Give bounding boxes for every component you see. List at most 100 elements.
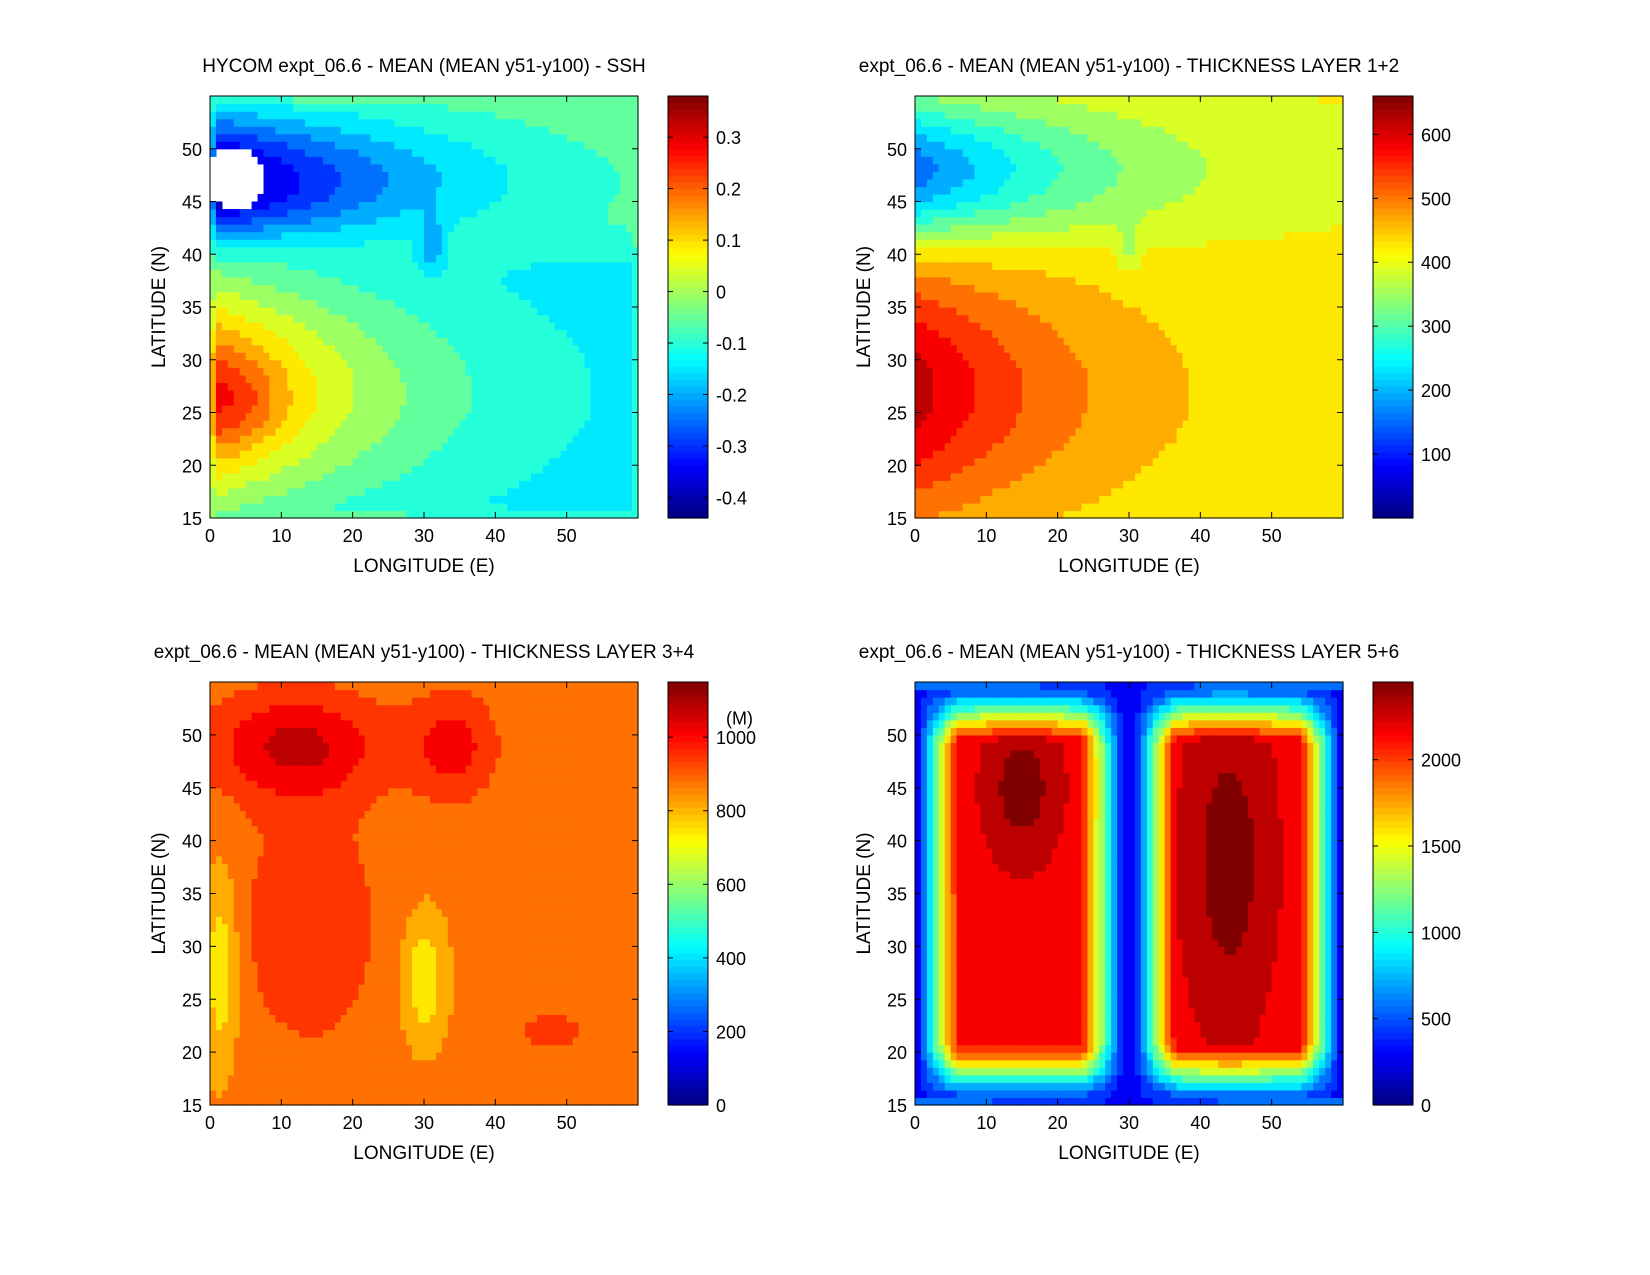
heatmap-cell <box>501 322 508 331</box>
heatmap-cell <box>429 96 437 105</box>
heatmap-cell <box>578 352 586 361</box>
heatmap-cell <box>281 246 288 255</box>
heatmap-cell <box>507 193 514 203</box>
heatmap-cell <box>1176 480 1184 489</box>
heatmap-cell <box>299 96 306 105</box>
heatmap-cell <box>992 420 999 429</box>
heatmap-cell <box>513 133 520 142</box>
heatmap-cell <box>215 465 223 474</box>
heatmap-cell <box>968 487 976 496</box>
heatmap-cell <box>441 465 449 474</box>
heatmap-cell <box>257 254 265 263</box>
heatmap-cell <box>412 111 419 120</box>
heatmap-cell <box>311 254 318 263</box>
heatmap-cell <box>447 201 455 210</box>
heatmap-cell <box>578 382 586 391</box>
heatmap-cell <box>626 156 633 165</box>
heatmap-cell <box>542 329 550 338</box>
colorbar-segment <box>668 194 708 203</box>
heatmap-cell <box>459 239 467 248</box>
heatmap-cell <box>915 427 922 436</box>
heatmap-cell <box>525 141 532 150</box>
heatmap-cell <box>257 389 265 399</box>
heatmap-cell <box>1337 465 1344 474</box>
heatmap-cell <box>435 193 443 203</box>
colorbar-segment <box>668 221 708 229</box>
heatmap-cell <box>584 495 592 504</box>
heatmap-cell <box>578 322 586 331</box>
heatmap-cell <box>465 367 473 376</box>
heatmap-cell <box>554 216 562 225</box>
heatmap-cell <box>572 337 580 346</box>
heatmap-cell <box>1093 502 1100 512</box>
heatmap-cell <box>1283 480 1291 489</box>
heatmap-cell <box>334 412 342 421</box>
colorbar-segment <box>668 287 708 295</box>
heatmap-cell <box>227 231 235 240</box>
heatmap-cell <box>602 487 609 496</box>
heatmap-cell <box>239 231 247 240</box>
heatmap-cell <box>548 307 556 316</box>
heatmap-cell <box>245 397 253 406</box>
heatmap-cell <box>447 186 455 195</box>
heatmap-cell <box>608 178 615 188</box>
heatmap-cell <box>412 465 419 474</box>
heatmap-cell <box>1236 457 1243 466</box>
heatmap-cell <box>358 374 366 383</box>
heatmap-cell <box>406 314 413 323</box>
heatmap-cell <box>507 216 514 225</box>
heatmap-cell <box>1331 442 1338 451</box>
heatmap-cell <box>459 344 467 353</box>
heatmap-cell <box>572 359 580 368</box>
heatmap-cell <box>328 111 336 120</box>
heatmap-cell <box>974 487 981 496</box>
heatmap-cell <box>233 457 241 466</box>
heatmap-cell <box>471 397 479 406</box>
heatmap-cell <box>459 502 467 512</box>
heatmap-cell <box>915 472 922 481</box>
heatmap-cell <box>352 374 360 383</box>
heatmap-cell <box>328 472 336 481</box>
heatmap-cell <box>1010 465 1017 474</box>
heatmap-cell <box>465 480 473 489</box>
heatmap-cell <box>239 96 247 105</box>
heatmap-cell <box>632 412 639 421</box>
heatmap-cell <box>483 495 490 504</box>
heatmap-cell <box>519 284 526 293</box>
heatmap-cell <box>471 329 479 338</box>
heatmap-cell <box>1218 465 1225 474</box>
heatmap-cell <box>560 148 568 157</box>
heatmap-cell <box>1129 435 1136 444</box>
heatmap-cell <box>531 344 538 353</box>
heatmap-cell <box>210 209 217 218</box>
heatmap-cell <box>424 133 431 142</box>
heatmap-cell <box>281 224 288 233</box>
heatmap-cell <box>429 156 437 165</box>
heatmap-cell <box>382 118 389 127</box>
heatmap-cell <box>281 216 288 225</box>
heatmap-cell <box>275 337 282 346</box>
heatmap-cell <box>938 442 946 451</box>
heatmap-cell <box>263 472 271 481</box>
heatmap-cell <box>293 337 300 346</box>
heatmap-cell <box>1271 450 1279 459</box>
heatmap-cell <box>525 322 532 331</box>
heatmap-cell <box>358 352 366 361</box>
heatmap-cell <box>578 299 586 308</box>
heatmap-cell <box>620 442 627 451</box>
heatmap-cell <box>346 367 354 376</box>
heatmap-cell <box>215 359 223 368</box>
heatmap-cell <box>620 389 627 399</box>
heatmap-cell <box>620 118 627 127</box>
heatmap-cell <box>602 216 609 225</box>
heatmap-cell <box>1236 442 1243 451</box>
heatmap-cell <box>251 374 259 383</box>
heatmap-cell <box>340 427 348 436</box>
heatmap-cell <box>281 442 288 451</box>
heatmap-cell <box>1182 435 1190 444</box>
heatmap-cell <box>531 314 538 323</box>
heatmap-cell <box>1212 472 1219 481</box>
heatmap-cell <box>358 480 366 489</box>
heatmap-cell <box>974 465 981 474</box>
heatmap-cell <box>311 510 318 519</box>
